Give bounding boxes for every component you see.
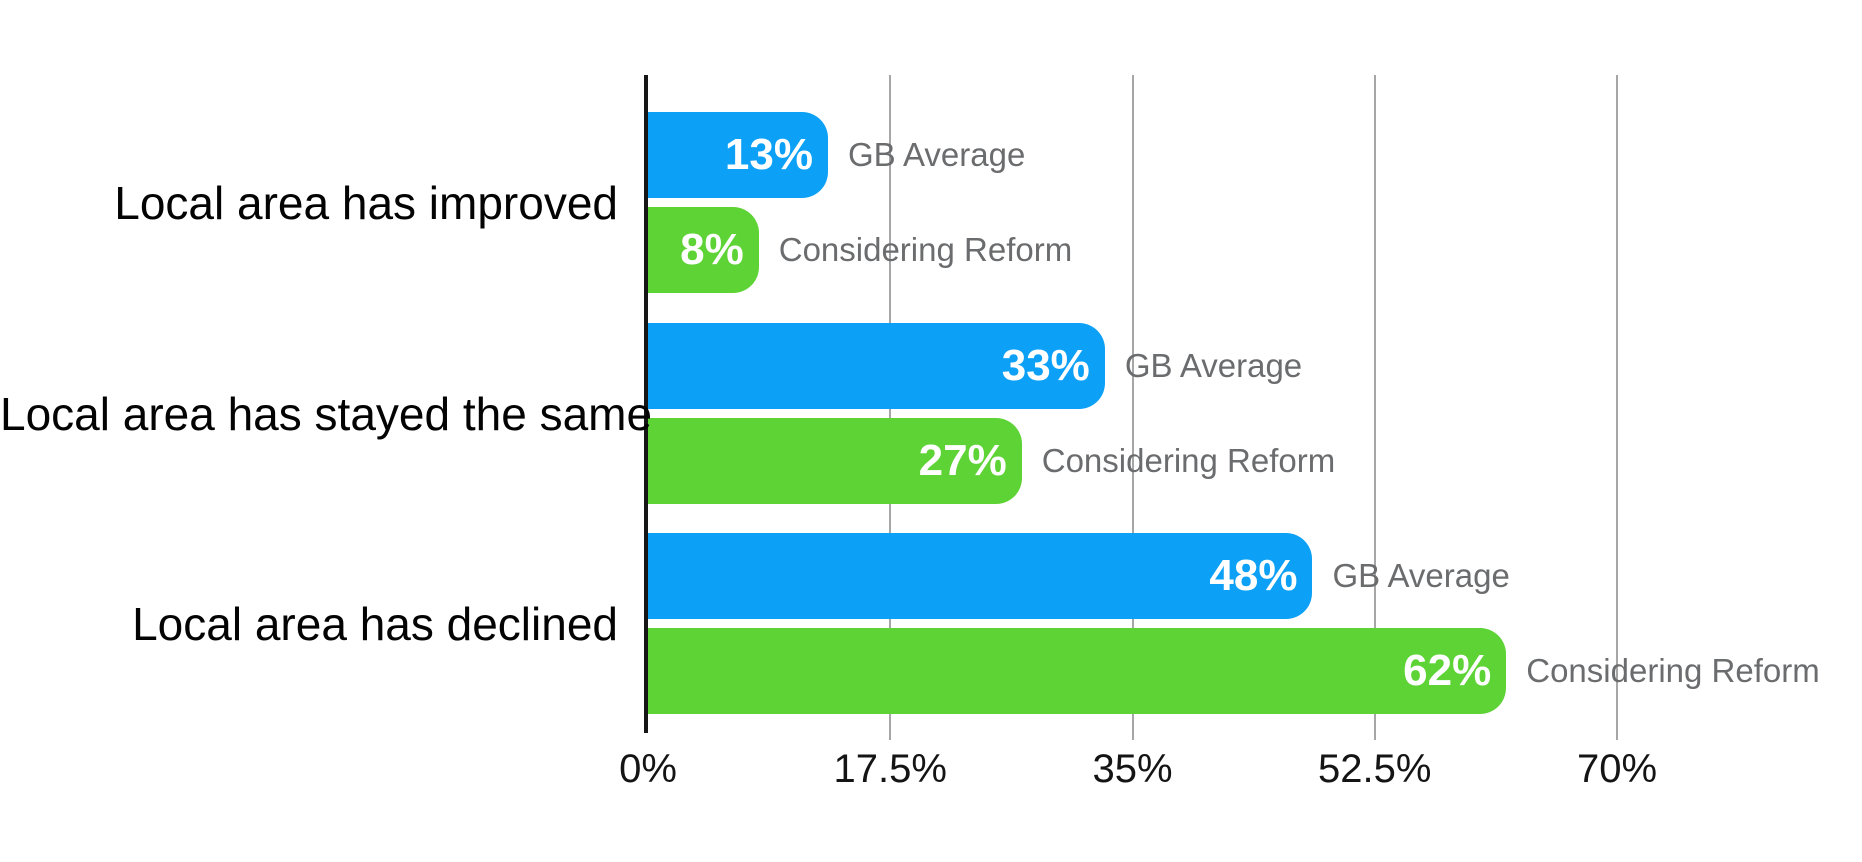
y-axis-line — [644, 75, 648, 733]
bar-value-label: 33% — [1001, 341, 1090, 390]
x-tick-label: 70% — [1576, 747, 1658, 791]
x-tick-label: 0% — [619, 747, 677, 791]
series-label: GB Average — [847, 136, 1026, 173]
gridline-52.5% — [1373, 75, 1376, 740]
series-label: GB Average — [1332, 557, 1510, 594]
series-label: Considering Reform — [778, 231, 1073, 268]
x-tick-label: 52.5% — [1318, 747, 1432, 791]
category-label: Local area has stayed the same — [0, 387, 653, 440]
bar-gb-average: 13% — [648, 112, 828, 198]
bar-considering-reform: 62% — [648, 628, 1507, 714]
gridline-70% — [1616, 75, 1618, 740]
bar-considering-reform: 8% — [648, 207, 759, 293]
x-tick-label: 35% — [1092, 747, 1173, 791]
bar-value-label: 48% — [1209, 551, 1298, 600]
bar-value-label: 62% — [1403, 646, 1492, 695]
bar-gb-average: 33% — [648, 323, 1105, 409]
bar-value-label: 13% — [724, 130, 813, 179]
series-label: GB Average — [1124, 347, 1303, 384]
bar-gb-average: 48% — [648, 533, 1313, 619]
series-label: Considering Reform — [1526, 652, 1820, 689]
category-label: Local area has declined — [132, 597, 618, 650]
x-tick-label: 17.5% — [833, 747, 947, 791]
bar-value-label: 8% — [680, 225, 744, 274]
bar-considering-reform: 27% — [648, 418, 1022, 504]
gridline-35% — [1131, 75, 1134, 740]
bar-value-label: 27% — [918, 436, 1007, 485]
series-label: Considering Reform — [1041, 442, 1336, 479]
category-label: Local area has improved — [114, 176, 618, 229]
